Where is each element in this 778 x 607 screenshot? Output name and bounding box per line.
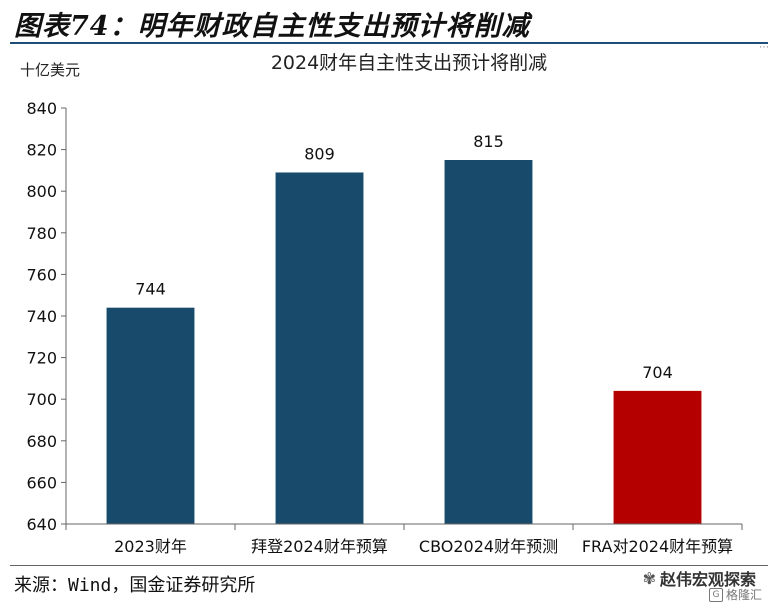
y-tick-label: 700 — [26, 390, 57, 409]
chart-title: 2024财年自主性支出预计将削减 — [271, 52, 547, 74]
y-tick-label: 640 — [26, 515, 57, 534]
footer-rule — [10, 565, 768, 566]
x-category-label: FRA对2024财年预算 — [582, 537, 733, 556]
header-rule — [10, 42, 768, 44]
bar-value-label: 815 — [473, 132, 504, 151]
y-tick-label: 660 — [26, 473, 57, 492]
bar-value-label: 744 — [135, 280, 166, 299]
watermark-name: 赵伟宏观探索 — [659, 570, 756, 589]
bar — [275, 172, 364, 525]
watermark-sub-label: 格隆汇 — [725, 588, 762, 602]
y-tick-label: 680 — [26, 432, 57, 451]
y-tick-label: 760 — [26, 265, 57, 284]
figure-heading: 图表74：明年财政自主性支出预计将削减 — [14, 11, 530, 42]
chart-area: 2024财年自主性支出预计将削减 十亿美元 640 660 680 700 720 740… — [0, 44, 778, 564]
wechat-icon: ✾ — [642, 568, 656, 588]
corner-dots: ⋯ — [759, 42, 770, 53]
y-tick-label: 780 — [26, 224, 57, 243]
bar-chart: 2024财年自主性支出预计将削减 十亿美元 640 660 680 700 720 740… — [20, 52, 743, 556]
y-tick-label: 840 — [26, 99, 57, 118]
y-axis: 640 660 680 700 720 740 760 780 800 820 840 — [26, 99, 67, 534]
y-tick-label: 820 — [26, 141, 57, 160]
bar — [106, 307, 195, 524]
gelonghui-badge-icon: G — [708, 587, 723, 602]
y-tick-label: 720 — [26, 349, 57, 368]
bar-value-label: 704 — [642, 363, 673, 382]
x-category-label: 拜登2024财年预算 — [251, 537, 388, 556]
watermark: ✾ 赵伟宏观探索 — [643, 566, 756, 590]
bar — [444, 160, 533, 524]
bar-series: 744 809 815 704 — [106, 132, 702, 525]
x-category-label: 2023财年 — [114, 537, 187, 556]
x-axis: 2023财年 拜登2024财年预算 CBO2024财年预测 FRA对2024财年预算 — [65, 523, 743, 556]
bar-value-label: 809 — [304, 144, 335, 163]
y-unit-label: 十亿美元 — [20, 61, 80, 79]
y-tick-label: 800 — [26, 182, 57, 201]
watermark-sub: G 格隆汇 — [708, 586, 762, 603]
source-note: 来源：Wind，国金证券研究所 — [14, 575, 256, 596]
x-category-label: CBO2024财年预测 — [419, 537, 558, 556]
bar — [613, 390, 702, 524]
y-tick-label: 740 — [26, 307, 57, 326]
